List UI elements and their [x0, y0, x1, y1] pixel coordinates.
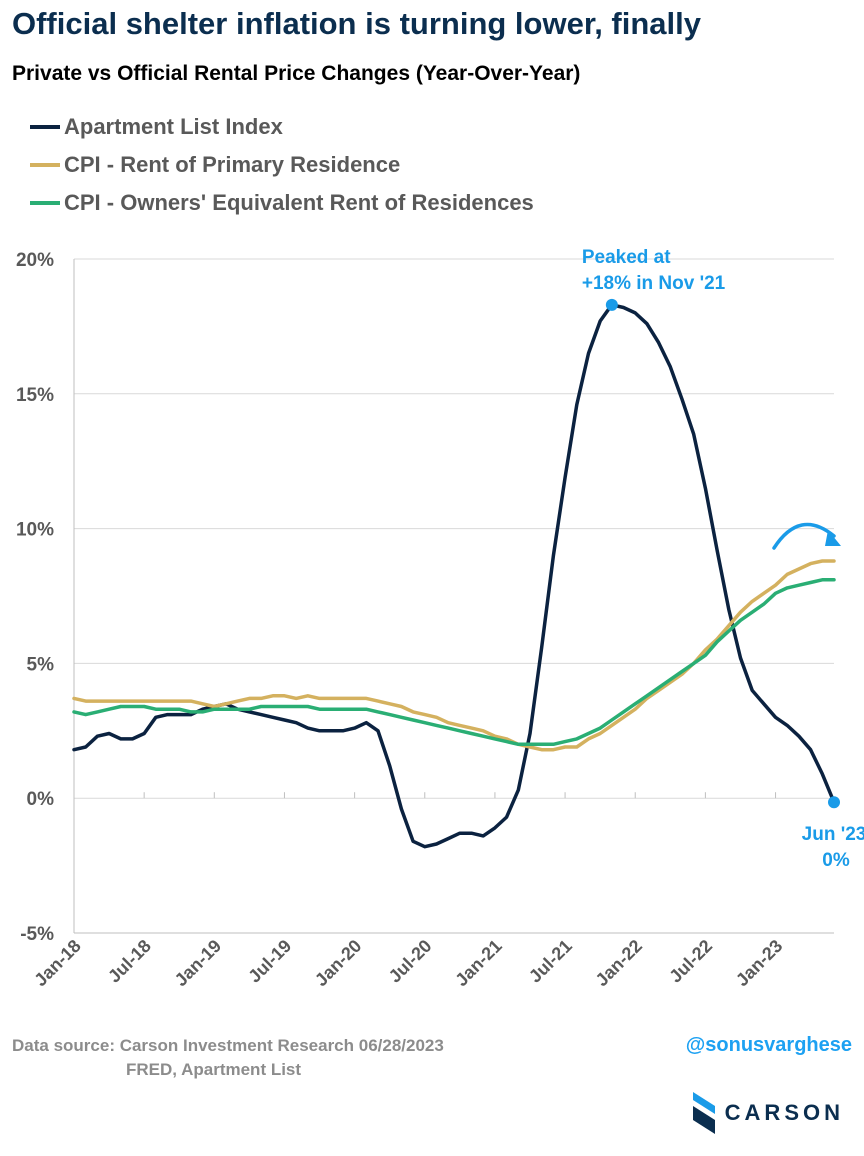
annotation-marker: [605, 298, 618, 311]
y-tick-label: -5%: [20, 924, 54, 945]
legend-label: CPI - Owners' Equivalent Rent of Residen…: [64, 190, 534, 215]
y-tick-label: 10%: [16, 520, 54, 541]
chart-legend: Apartment List Index CPI - Rent of Prima…: [30, 108, 534, 222]
annotation-label-line2: +18% in Nov '21: [582, 273, 726, 294]
line-chart: 20%15%10%5%0%-5%Jan-18 Jul-18 Jan-19 Jul-19…: [16, 247, 864, 990]
x-tick-label: Jul-22: [665, 936, 716, 987]
legend-label: CPI - Rent of Primary Residence: [64, 152, 401, 177]
series-line-apartment-list: [72, 303, 836, 849]
x-tick-label: Jul-19: [244, 936, 295, 987]
y-tick-label: 5%: [27, 654, 55, 675]
turning-arrow-icon: [772, 522, 836, 550]
y-tick-label: 0%: [27, 789, 55, 810]
x-tick-label: Jul-18: [104, 936, 155, 987]
x-tick-label: Jan-20: [311, 936, 365, 990]
annotation-label-line1: Jun '23: [802, 824, 864, 845]
legend-swatch-apartment-list: [30, 125, 60, 129]
series-line-cpi-rent: [72, 559, 836, 752]
x-tick-label: Jul-20: [385, 936, 436, 987]
legend-swatch-cpi-oer: [30, 201, 60, 205]
legend-item-cpi-rent: CPI - Rent of Primary Residence: [30, 146, 534, 184]
carson-chevron-logo-icon: [692, 1092, 715, 1134]
annotation-label-line1: Peaked at: [582, 247, 671, 268]
arrow-head-icon: [825, 530, 841, 546]
annotation-label-line2: 0%: [822, 850, 850, 871]
chart-title: Official shelter inflation is turning lo…: [12, 6, 701, 41]
annotation-marker: [828, 796, 840, 809]
data-source: Data source: Carson Investment Research …: [12, 1036, 444, 1055]
x-tick-label: Jan-21: [451, 936, 505, 990]
x-tick-label: Jul-21: [525, 936, 576, 987]
chart-subtitle: Private vs Official Rental Price Changes…: [12, 62, 581, 85]
y-tick-label: 15%: [16, 385, 54, 406]
legend-item-apartment-list: Apartment List Index: [30, 108, 534, 146]
data-source-line2: FRED, Apartment List: [126, 1060, 302, 1079]
carson-logo: CARSON: [691, 1092, 844, 1134]
x-tick-label: Jan-19: [171, 936, 225, 990]
series-line-cpi-oer: [72, 578, 836, 747]
twitter-handle[interactable]: @sonusvarghese: [685, 1034, 852, 1056]
legend-label: Apartment List Index: [64, 114, 283, 139]
y-tick-label: 20%: [16, 250, 54, 271]
x-tick-label: Jan-23: [732, 936, 786, 990]
logo-wordmark: CARSON: [724, 1100, 844, 1125]
legend-swatch-cpi-rent: [30, 163, 60, 167]
legend-item-cpi-oer: CPI - Owners' Equivalent Rent of Residen…: [30, 184, 534, 222]
x-tick-label: Jan-22: [592, 936, 646, 990]
